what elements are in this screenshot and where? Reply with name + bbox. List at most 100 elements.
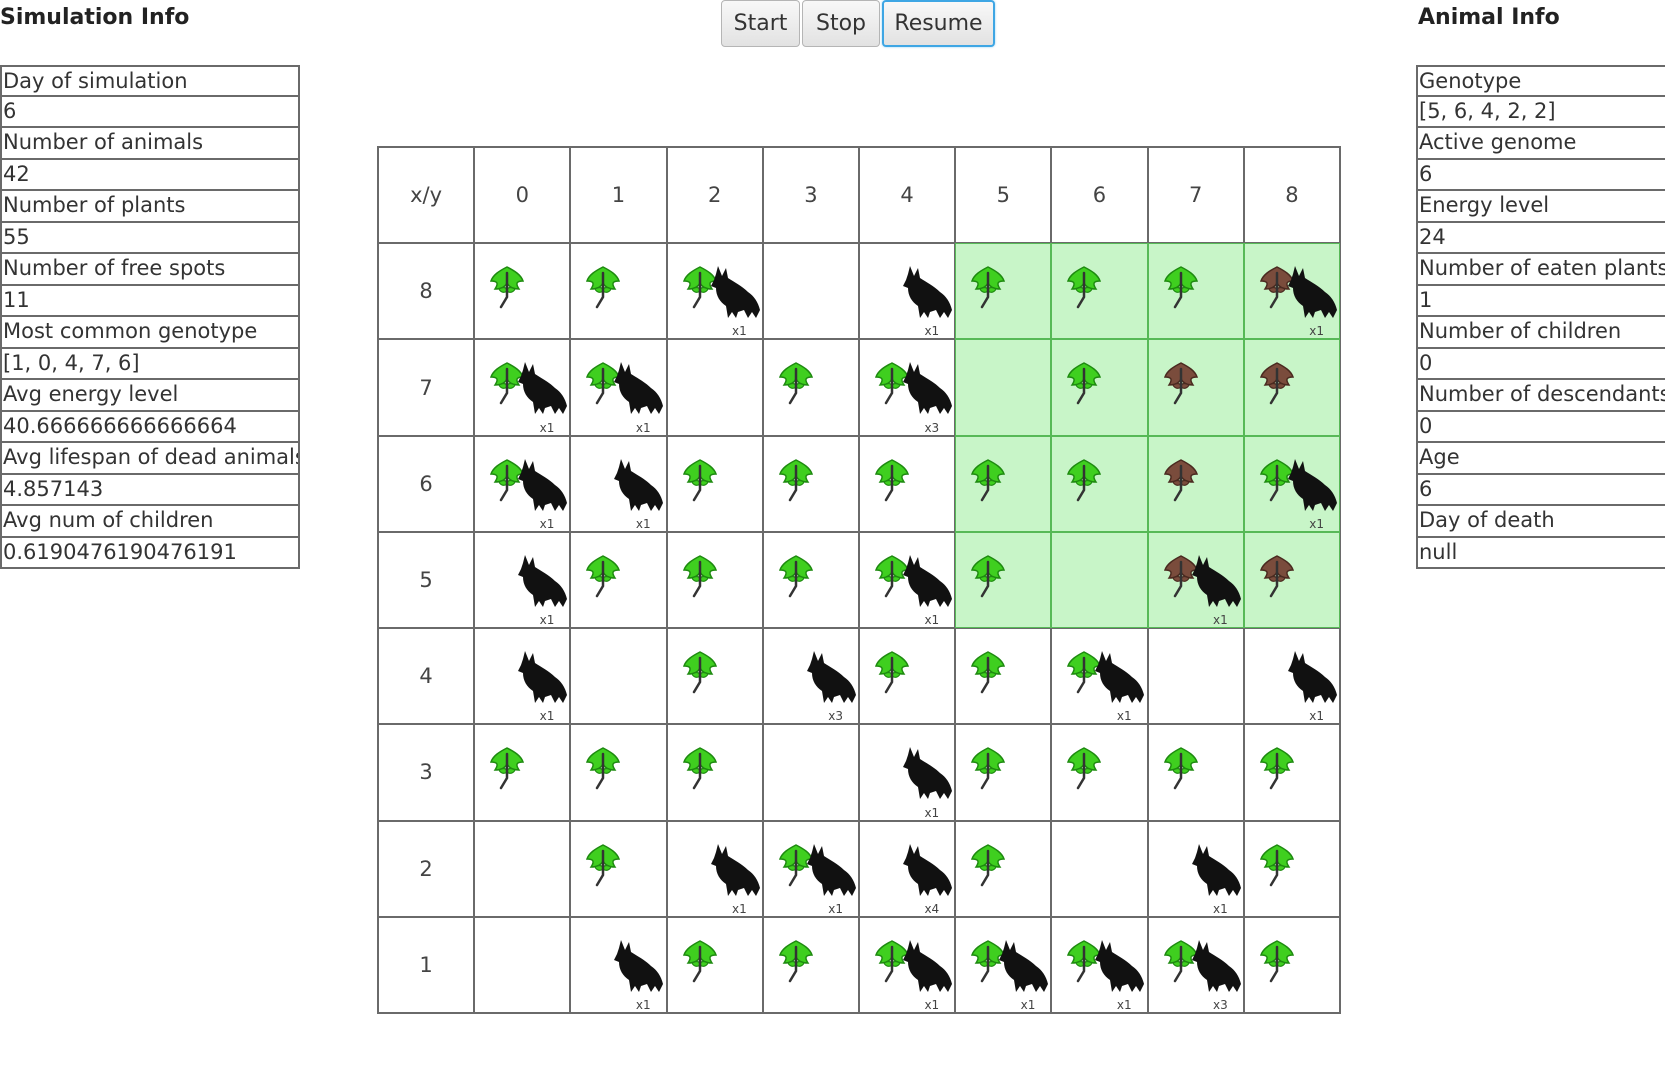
jungle-cell[interactable] [955, 243, 1052, 340]
map-cell[interactable] [955, 628, 1052, 725]
green-plant-icon [1163, 747, 1198, 790]
green-plant-icon [682, 651, 717, 694]
map-cell[interactable]: x4 [858, 820, 956, 917]
resume-button[interactable]: Resume [882, 0, 995, 47]
map-cell[interactable] [762, 531, 859, 629]
map-cell[interactable]: x3 [1147, 916, 1244, 1013]
map-cell[interactable] [1243, 724, 1340, 821]
map-cell[interactable] [666, 339, 763, 436]
map-cell[interactable]: x1 [762, 820, 859, 917]
map-cell[interactable]: x1 [858, 531, 956, 629]
jungle-cell[interactable] [1147, 339, 1244, 436]
green-plant-icon [971, 458, 1006, 501]
row-header: 1 [378, 916, 475, 1013]
map-cell[interactable] [762, 243, 859, 340]
map-cell[interactable]: x1 [955, 916, 1052, 1013]
map-cell[interactable] [666, 724, 763, 821]
map-cell[interactable]: x1 [570, 339, 667, 436]
map-cell[interactable]: x1 [1051, 916, 1148, 1013]
info-cell: Active genome [1416, 128, 1665, 160]
map-cell[interactable]: x1 [858, 916, 956, 1013]
map-cell[interactable] [955, 724, 1052, 821]
simulation-info-list: Day of simulation 6 Number of animals 42… [0, 65, 300, 569]
jungle-cell[interactable] [1051, 243, 1148, 340]
map-cell[interactable] [1051, 724, 1148, 821]
jungle-cell[interactable] [1147, 243, 1244, 340]
animal-count-label: x1 [1213, 901, 1228, 916]
row-header: 7 [378, 339, 475, 436]
jungle-cell[interactable] [1243, 531, 1340, 629]
green-plant-icon [1259, 747, 1294, 790]
map-cell[interactable]: x1 [1243, 628, 1340, 725]
map-cell[interactable]: x1 [570, 916, 667, 1013]
green-plant-icon [490, 362, 525, 405]
jungle-cell[interactable]: x1 [1147, 531, 1244, 629]
info-cell: Most common genotype [0, 317, 300, 349]
info-cell: 0.6190476190476191 [0, 537, 300, 569]
map-cell[interactable] [474, 820, 571, 917]
jungle-cell[interactable] [955, 435, 1052, 532]
map-cell[interactable]: x1 [474, 531, 571, 629]
map-cell[interactable]: x1 [570, 435, 667, 532]
map-cell[interactable] [1051, 820, 1148, 917]
column-header: 0 [474, 147, 571, 244]
map-cell[interactable]: x1 [1051, 628, 1148, 725]
map-cell[interactable] [666, 435, 763, 532]
info-cell: Age [1416, 443, 1665, 475]
map-cell[interactable]: x1 [858, 724, 956, 821]
map-cell[interactable] [955, 820, 1052, 917]
jungle-cell[interactable]: x1 [1243, 243, 1340, 340]
jungle-cell[interactable] [955, 339, 1052, 436]
jungle-cell[interactable]: x1 [1243, 435, 1340, 532]
map-cell[interactable] [762, 435, 859, 532]
map-cell[interactable] [666, 628, 763, 725]
map-cell[interactable] [666, 916, 763, 1013]
map-cell[interactable] [762, 916, 859, 1013]
map-cell[interactable]: x1 [474, 435, 571, 532]
map-cell[interactable] [1243, 820, 1340, 917]
map-cell[interactable] [570, 724, 667, 821]
jungle-cell[interactable] [1051, 435, 1148, 532]
info-cell: Number of eaten plants [1416, 254, 1665, 286]
jungle-cell[interactable] [1051, 531, 1148, 629]
map-cell[interactable]: x1 [666, 243, 763, 340]
jungle-cell[interactable] [1243, 339, 1340, 436]
map-cell[interactable]: x3 [858, 339, 956, 436]
map-cell[interactable] [474, 724, 571, 821]
animal-count-label: x1 [539, 420, 555, 435]
grid-corner-label: x/y [378, 147, 475, 244]
jungle-cell[interactable] [1147, 435, 1244, 532]
map-cell[interactable] [666, 531, 763, 629]
jungle-cell[interactable] [1051, 339, 1148, 436]
info-cell: 0 [1416, 411, 1665, 443]
wolf-icon [518, 651, 568, 704]
map-cell[interactable]: x3 [762, 628, 859, 725]
map-cell[interactable]: x1 [1147, 820, 1244, 917]
map-cell[interactable]: x1 [474, 339, 571, 436]
jungle-cell[interactable] [955, 531, 1052, 629]
map-cell[interactable] [474, 916, 571, 1013]
info-cell: 40.666666666666664 [0, 411, 300, 443]
start-button[interactable]: Start [721, 0, 800, 47]
map-cell[interactable] [570, 243, 667, 340]
map-cell[interactable] [1243, 916, 1340, 1013]
stop-button[interactable]: Stop [802, 0, 880, 47]
map-cell[interactable]: x1 [858, 243, 956, 340]
map-cell[interactable] [1147, 724, 1244, 821]
map-cell[interactable] [762, 339, 859, 436]
map-cell[interactable] [762, 724, 859, 821]
map-cell[interactable] [570, 531, 667, 629]
map-cell[interactable] [1147, 628, 1244, 725]
green-plant-icon [490, 458, 525, 501]
map-cell[interactable] [858, 628, 956, 725]
map-cell[interactable] [858, 435, 956, 532]
map-cell[interactable]: x1 [666, 820, 763, 917]
map-cell[interactable]: x1 [474, 628, 571, 725]
wolf-icon [902, 747, 952, 800]
map-cell[interactable] [570, 628, 667, 725]
map-cell[interactable] [570, 820, 667, 917]
animal-count-label: x1 [539, 709, 555, 724]
animal-count-label: x1 [635, 516, 651, 531]
green-plant-icon [778, 939, 813, 983]
map-cell[interactable] [474, 243, 571, 340]
